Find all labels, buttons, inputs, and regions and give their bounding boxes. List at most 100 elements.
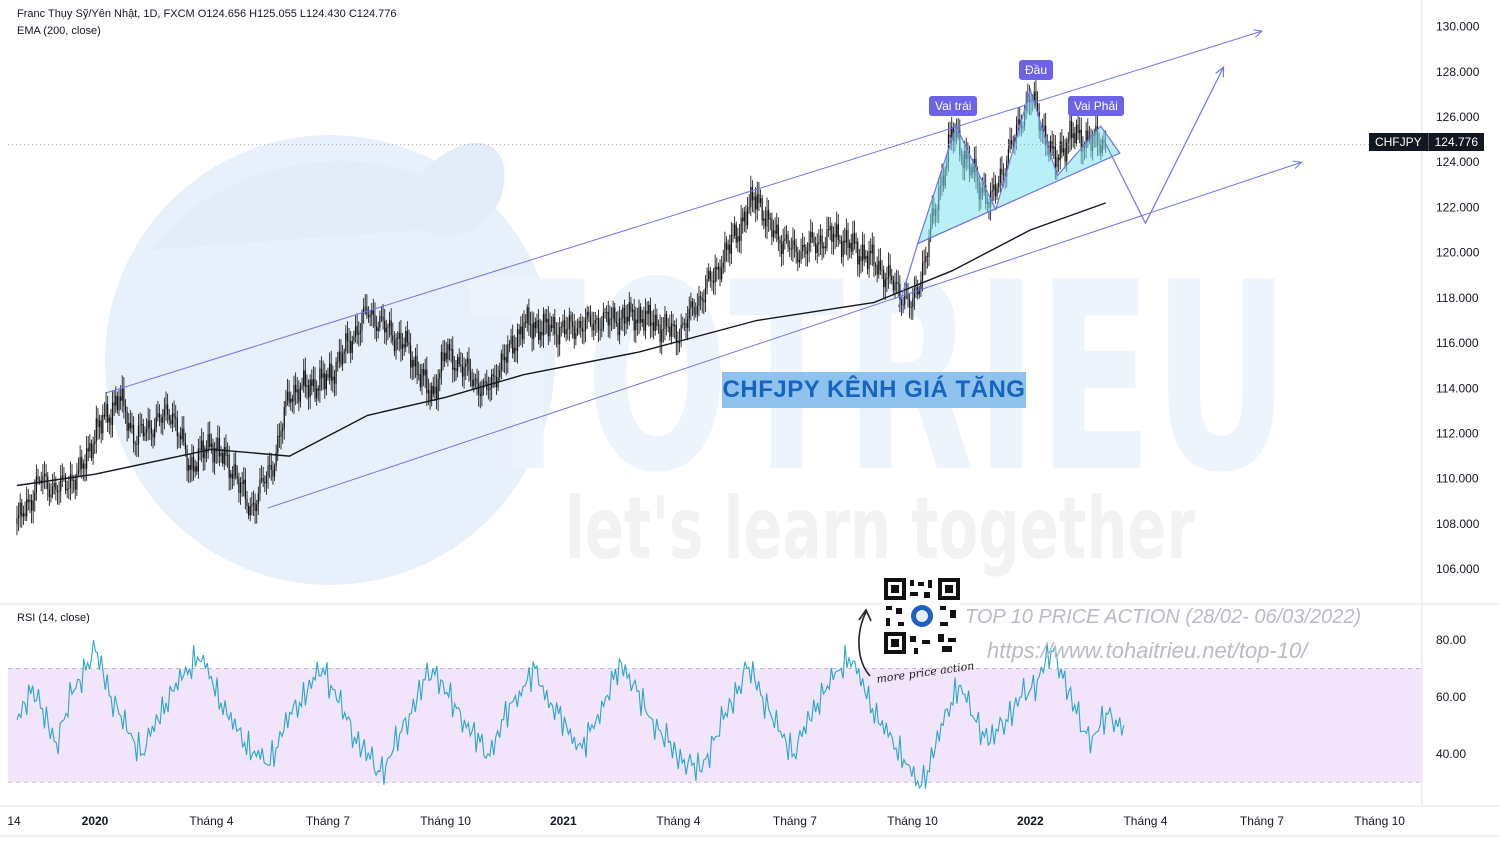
candle-body (766, 210, 768, 227)
candle-body (239, 482, 242, 494)
candle-body (379, 316, 381, 328)
candle-body (442, 351, 444, 362)
candle-body (460, 364, 462, 366)
candle-body (925, 256, 927, 262)
candle-body (30, 499, 33, 511)
candle-body (61, 475, 63, 478)
candle-body (312, 379, 315, 386)
candle-body (89, 443, 91, 452)
candle-body (465, 363, 467, 368)
candle-body (363, 307, 365, 314)
candle-body (763, 218, 765, 221)
candle-body (426, 369, 428, 394)
candle-body (1085, 130, 1087, 149)
candle-body (507, 344, 509, 363)
candle-body (209, 434, 211, 447)
candle-body (607, 311, 609, 326)
candle-body (429, 390, 431, 401)
price-tick-label: 130.000 (1436, 20, 1480, 34)
candle-body (866, 255, 869, 269)
candle-body (343, 351, 345, 354)
candle-body (870, 251, 872, 254)
candle-body (478, 383, 480, 394)
candle-body (137, 425, 140, 445)
candle-body (316, 388, 318, 399)
candle-body (638, 306, 640, 324)
candle-body (508, 344, 511, 345)
promo-link[interactable]: https://www.tohaitrieu.net/top-10/ (987, 638, 1308, 663)
candle-body (484, 381, 486, 383)
candle-body (883, 270, 885, 288)
candle-body (103, 414, 106, 417)
candle-body (129, 422, 131, 429)
candle-body (808, 242, 810, 251)
candle-body (97, 418, 99, 428)
candle-body (42, 476, 44, 484)
candle-body (121, 388, 123, 401)
candle-body (375, 326, 378, 331)
candle-body (450, 349, 452, 351)
candle-body (839, 240, 841, 242)
candle-body (322, 373, 324, 378)
candle-body (516, 329, 519, 351)
candle-body (22, 513, 25, 517)
candle-body (68, 488, 70, 489)
candle-body (879, 260, 882, 270)
candle-body (847, 230, 849, 249)
candle-body (601, 328, 603, 331)
candle-body (602, 312, 604, 329)
time-tick-label: Tháng 4 (1123, 814, 1167, 828)
candle-body (217, 437, 219, 452)
candle-body (737, 236, 739, 243)
candle-body (596, 318, 598, 320)
candle-body (831, 225, 833, 242)
candle-body (189, 465, 191, 470)
candle-body (307, 385, 310, 398)
candle-body (392, 335, 394, 341)
candle-body (815, 243, 817, 254)
candle-body (371, 310, 373, 315)
candle-body (120, 396, 122, 401)
price-tick-label: 126.000 (1436, 110, 1480, 124)
candle-body (672, 323, 674, 327)
candle-body (800, 251, 802, 260)
candle-body (849, 243, 851, 249)
candle-body (445, 352, 447, 360)
candle-body (793, 240, 796, 245)
candle-body (618, 318, 621, 336)
candle-body (90, 443, 93, 459)
candle-body (910, 307, 912, 308)
candle-body (614, 307, 616, 322)
candle-body (160, 418, 162, 423)
candle-body (1069, 121, 1071, 140)
candle-body (826, 229, 828, 249)
candle-body (132, 424, 135, 444)
candle-body (810, 231, 812, 243)
candle-body (272, 469, 274, 477)
candle-body (918, 289, 920, 295)
qr-code[interactable] (884, 578, 960, 654)
candle-body (311, 379, 313, 386)
candle-body (1015, 124, 1018, 138)
candle-body (734, 224, 736, 236)
candle-body (32, 500, 34, 511)
candle-body (466, 358, 468, 364)
candle-body (1058, 157, 1060, 161)
candle-body (155, 416, 157, 428)
candle-body (395, 337, 397, 352)
time-tick-label: Tháng 10 (887, 814, 938, 828)
candle-body (416, 355, 418, 376)
candle-body (19, 502, 21, 515)
candle-body (703, 300, 705, 303)
candle-body (116, 395, 118, 411)
candle-body (842, 240, 844, 257)
candle-body (1064, 148, 1066, 162)
candle-body (845, 230, 847, 243)
candle-body (853, 233, 856, 244)
candle-body (236, 476, 238, 479)
candle-body (581, 327, 583, 332)
candle-body (152, 433, 154, 438)
candle-body (194, 466, 196, 472)
candle-body (377, 327, 379, 331)
